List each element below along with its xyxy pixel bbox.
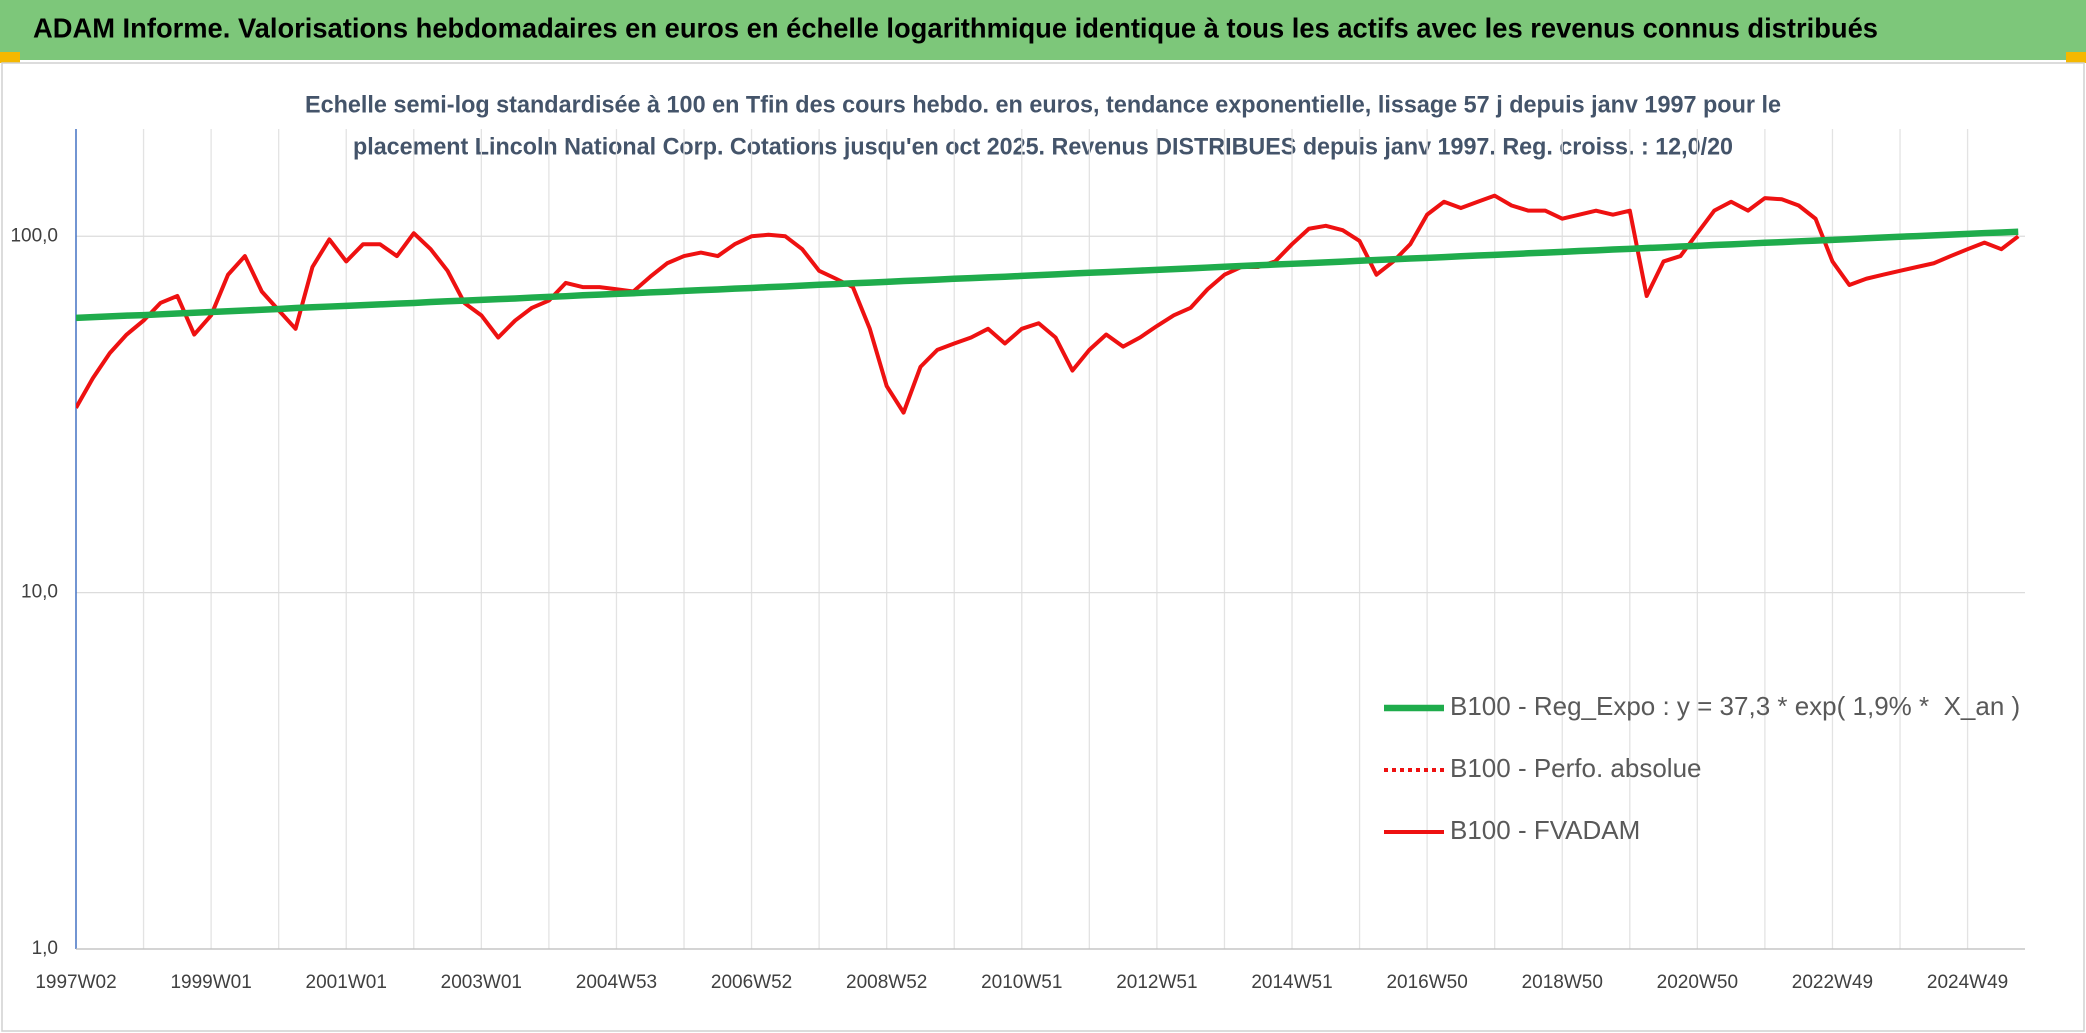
header-bar [0,0,2086,60]
x-tick-label: 2022W49 [1792,972,1873,993]
y-tick-label: 100,0 [10,225,58,246]
x-tick-label: 2008W52 [846,972,927,993]
legend-label: B100 - Perfo. absolue [1450,753,1702,783]
x-tick-label: 2014W51 [1251,972,1332,993]
corner-decor [2066,52,2086,63]
x-tick-label: 2024W49 [1927,972,2008,993]
y-tick-label: 10,0 [21,582,58,603]
x-tick-label: 1997W02 [35,972,116,993]
legend-label: B100 - FVADAM [1450,815,1640,845]
x-tick-label: 2003W01 [441,972,522,993]
chart-title: ADAM Informe. Valorisations hebdomadaire… [33,12,1878,43]
x-tick-label: 2001W01 [306,972,387,993]
x-tick-label: 2010W51 [981,972,1062,993]
plot-area [76,193,2020,415]
x-tick-label: 2006W52 [711,972,792,993]
series-line [76,193,2020,415]
y-tick-label: 1,0 [32,938,58,959]
series-line [76,228,2019,322]
chart-subtitle: Echelle semi-log standardisée à 100 en T… [305,91,1781,118]
legend-label: B100 - Reg_Expo : y = 37,3 * exp( 1,9% *… [1450,691,2020,721]
corner-decor [0,52,20,63]
chart-frame [1,62,2085,1032]
chart-subtitle: placement Lincoln National Corp. Cotatio… [353,133,1733,160]
x-tick-label: 2016W50 [1386,972,1467,993]
x-tick-label: 2004W53 [576,972,657,993]
x-tick-label: 2020W50 [1657,972,1738,993]
x-tick-label: 2018W50 [1522,972,1603,993]
x-tick-label: 1999W01 [170,972,251,993]
x-tick-label: 2012W51 [1116,972,1197,993]
